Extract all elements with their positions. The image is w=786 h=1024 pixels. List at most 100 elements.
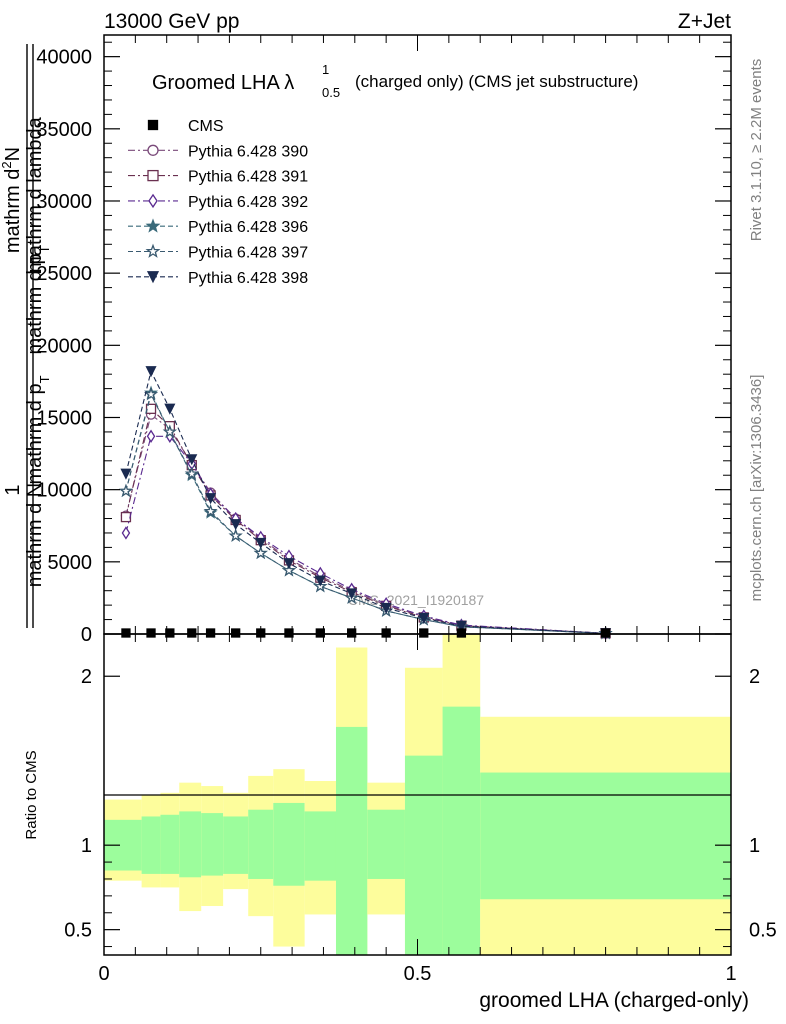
- main-y-tick-label: 30000: [36, 191, 92, 213]
- legend-label-3: Pythia 6.428 392: [188, 194, 308, 211]
- process-label: Z+Jet: [678, 10, 731, 33]
- main-y-tick-label: 20000: [36, 335, 92, 357]
- main-y-tick-label: 15000: [36, 407, 92, 429]
- ratio-green-band-6: [248, 809, 274, 879]
- ratio-green-band-2: [160, 814, 180, 874]
- cms-point-7: [284, 628, 294, 638]
- legend-label-5: Pythia 6.428 397: [188, 245, 308, 262]
- main-y-tick-label: 25000: [36, 263, 92, 285]
- main-y-tick-label: 35000: [36, 119, 92, 141]
- ratio-green-band-12: [442, 706, 481, 955]
- series-3-point-0: [121, 526, 131, 540]
- ratio-uncertainty-bands: [104, 634, 731, 955]
- cms-point-11: [419, 628, 429, 638]
- legend-marker-1: [147, 144, 159, 156]
- ratio-green-band-11: [404, 755, 443, 955]
- ratio-green-band-13: [480, 772, 731, 900]
- energy-label: 13000 GeV pp: [104, 10, 239, 33]
- series-5-point-0: [118, 483, 134, 498]
- legend-label-4: Pythia 6.428 396: [188, 219, 308, 236]
- ratio-y-tick-label-left: 2: [81, 666, 92, 688]
- series-5-point-3: [184, 466, 199, 480]
- series-6-point-12: [455, 620, 467, 633]
- y-label-line4: mathrm d pT: [24, 245, 52, 354]
- main-y-tick-label: 5000: [48, 552, 93, 574]
- ratio-x-axis: 0 0.5 1: [98, 634, 737, 985]
- ratio-green-band-8: [304, 811, 336, 881]
- series-line-3: [125, 435, 606, 634]
- plot-title-subscript: 0.5: [322, 85, 340, 100]
- legend-marker-3: [148, 193, 158, 209]
- series-6-point-7: [283, 558, 295, 570]
- main-x-ticks: [103, 35, 732, 634]
- series-6-point-3: [186, 454, 198, 466]
- main-y-axis: 0 5000 10000 15000 20000 25000 30000 35000 40000: [36, 41, 731, 646]
- cms-point-4: [205, 628, 216, 638]
- legend-marker-2: [147, 169, 159, 182]
- ratio-green-band-1: [141, 816, 161, 874]
- main-y-tick-label: 40000: [36, 47, 92, 69]
- series-6-point-8: [314, 575, 326, 587]
- cms-point-2: [165, 628, 175, 638]
- main-y-tick-label: 0: [81, 624, 92, 646]
- series-6-point-2: [164, 403, 176, 415]
- cms-point-12: [456, 628, 467, 638]
- series-6-point-10: [380, 602, 392, 614]
- series-6-point-9: [346, 588, 358, 600]
- ratio-y-tick-label-right: 1: [749, 835, 760, 857]
- legend-marker-4: [145, 218, 161, 233]
- legend-label-1: Pythia 6.428 390: [188, 143, 308, 160]
- plot-title-main: Groomed LHA λ: [152, 72, 294, 94]
- cms-point-5: [231, 628, 241, 638]
- series-2-point-0: [120, 511, 132, 523]
- x-tick-label: 0: [98, 963, 109, 985]
- ratio-y-label: Ratio to CMS: [23, 750, 40, 839]
- cms-point-8: [315, 628, 325, 638]
- main-y-tick-label: 10000: [36, 480, 92, 502]
- ratio-green-band-3: [179, 811, 202, 878]
- plot-title-suffix: (charged only) (CMS jet substructure): [355, 72, 638, 91]
- cms-point-0: [121, 628, 131, 638]
- series-5-point-6: [253, 545, 268, 560]
- mcplots-label: mcplots.cern.ch [arXiv:1306.3436]: [748, 375, 765, 602]
- series-5-point-7: [281, 563, 297, 577]
- ratio-green-band-5: [223, 816, 249, 874]
- series-6-point-5: [230, 519, 242, 531]
- series-6-point-6: [255, 537, 267, 550]
- series-6-point-4: [205, 493, 217, 505]
- ratio-y-tick-label-left: 0.5: [64, 920, 92, 942]
- legend: CMS Pythia 6.428 390 Pythia 6.428 391 Pythi…: [128, 118, 308, 287]
- plot-title-superscript: 1: [322, 62, 329, 77]
- legend-label-0: CMS: [188, 118, 224, 135]
- series-5-point-5: [228, 528, 243, 542]
- series-line-2: [125, 407, 606, 634]
- series-5-point-4: [203, 503, 218, 518]
- legend-label-2: Pythia 6.428 391: [188, 169, 308, 186]
- x-tick-label: 1: [725, 963, 736, 985]
- series-3-point-1: [146, 429, 156, 443]
- plot-title: Groomed LHA λ: [152, 72, 294, 94]
- legend-marker-5: [145, 243, 161, 258]
- ratio-y-axis: 0.5 0.5 1 1 2 2: [64, 666, 777, 948]
- y-label-line3: mathrm d lambda: [24, 116, 46, 272]
- y-label-line1: mathrm d N: [24, 483, 46, 587]
- series-line-1: [125, 413, 606, 634]
- ratio-y-tick-label-left: 1: [81, 835, 92, 857]
- series-5-point-2: [162, 424, 177, 438]
- ratio-green-band-4: [201, 813, 224, 876]
- series-6-point-0: [120, 468, 132, 480]
- series-6-point-11: [418, 612, 430, 625]
- ratio-y-tick-label-right: 0.5: [749, 920, 777, 942]
- y-label-line2: mathrm d pT: [24, 375, 52, 484]
- ratio-green-band-7: [273, 802, 305, 886]
- legend-label-6: Pythia 6.428 398: [188, 270, 308, 287]
- legend-marker-6: [146, 271, 160, 284]
- y-label-top-line1: mathrm d2N: [0, 147, 24, 253]
- series-5-point-1: [143, 386, 159, 401]
- ratio-green-band-10: [367, 809, 405, 879]
- ratio-green-band-9: [335, 726, 368, 955]
- x-axis-label: groomed LHA (charged-only): [479, 989, 749, 1012]
- legend-marker-0: [147, 119, 159, 131]
- cms-point-9: [347, 628, 357, 638]
